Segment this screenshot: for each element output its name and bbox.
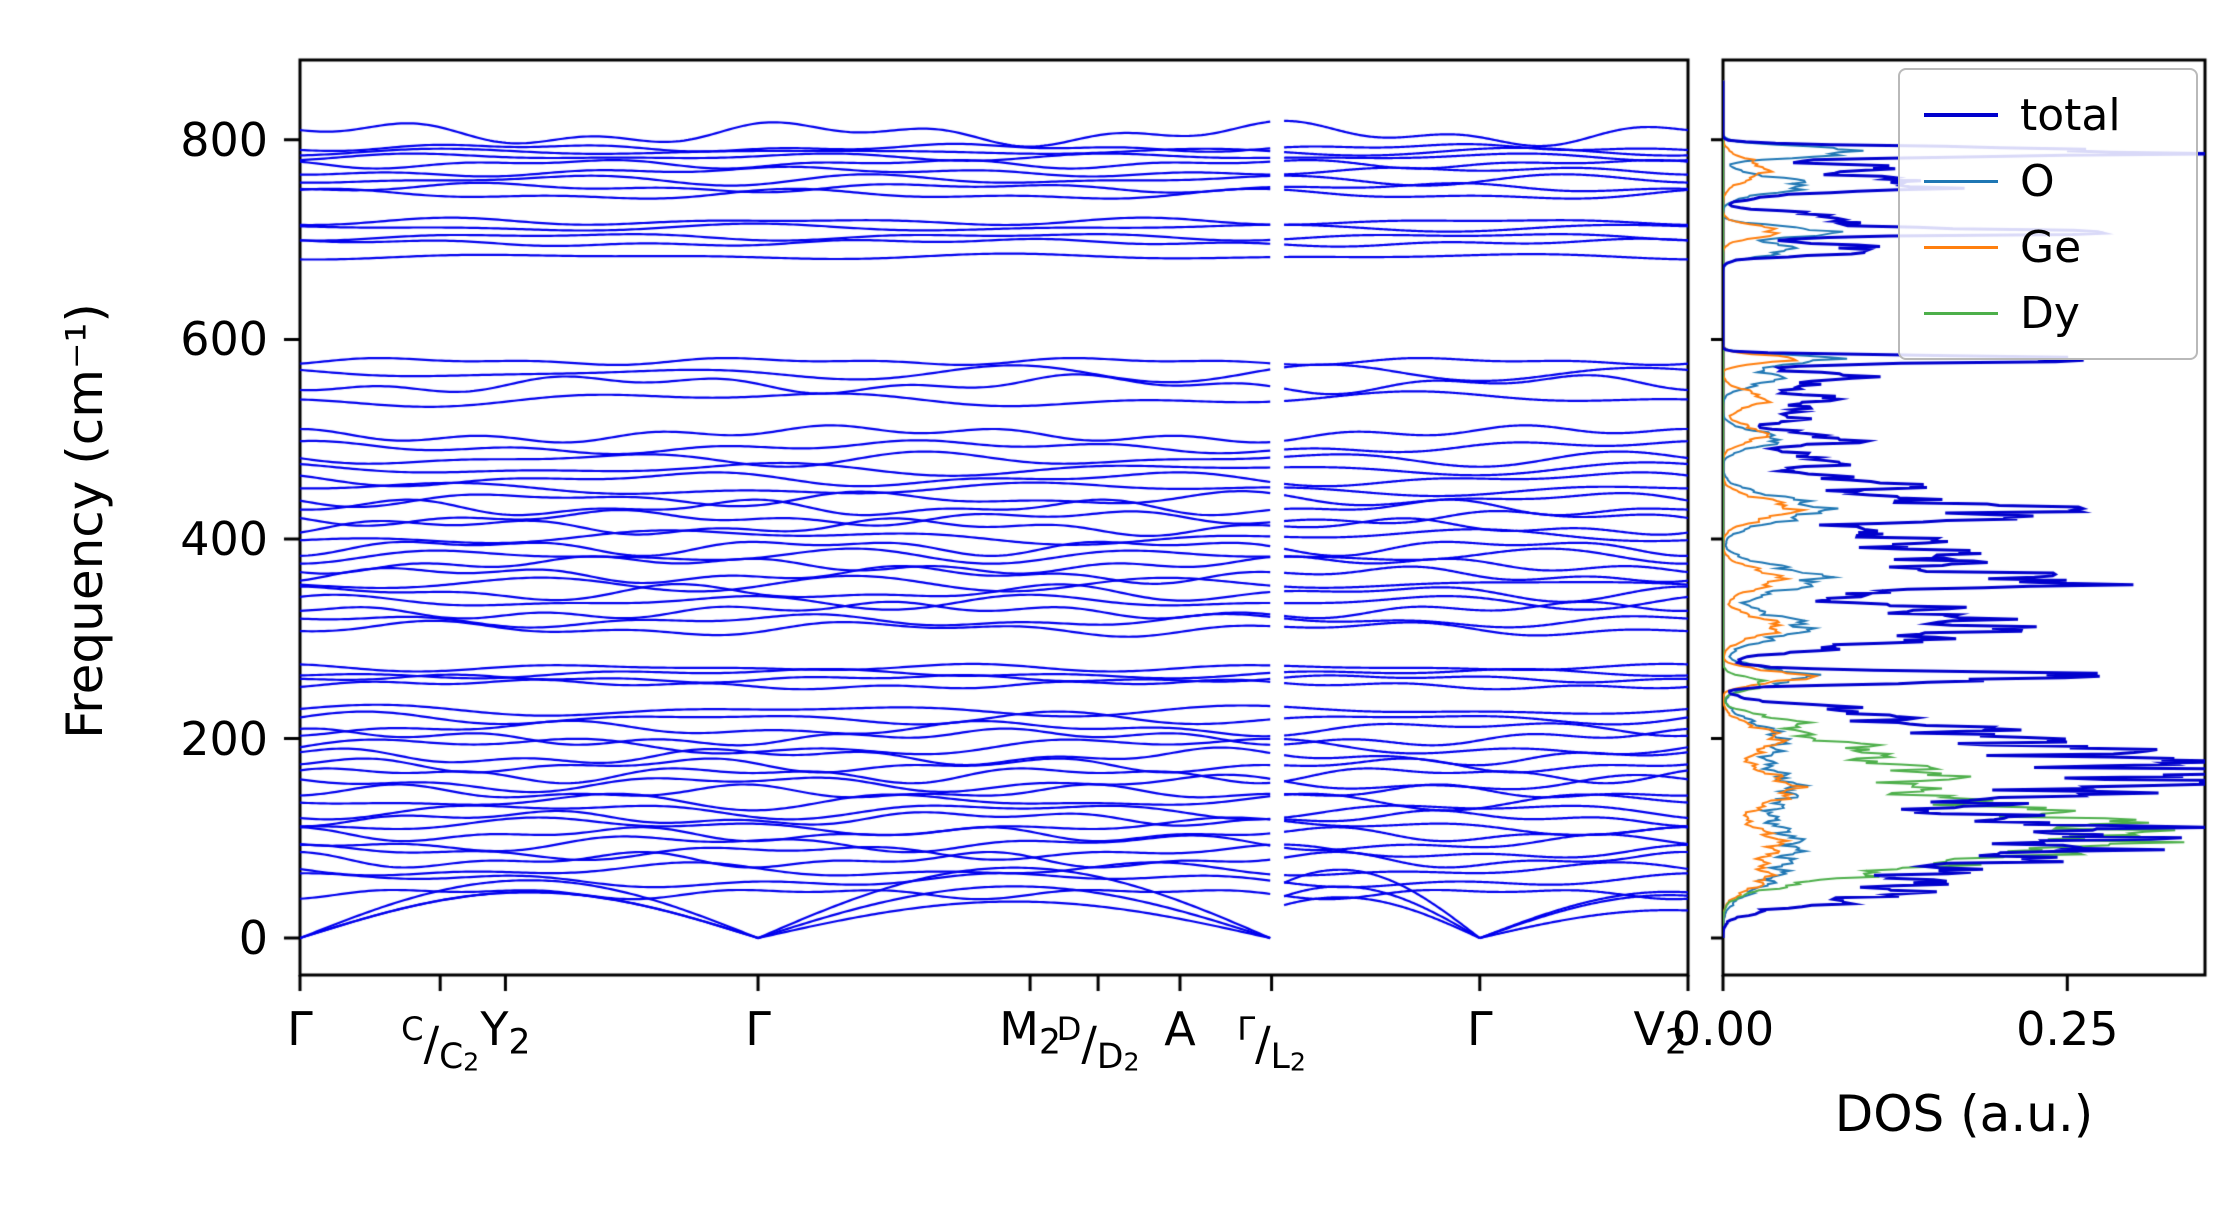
y-tick-label: 400 <box>180 511 268 566</box>
kpoint-label-part: Γ <box>1237 1010 1256 1048</box>
kpoint-label-part: 2 <box>1123 1047 1140 1077</box>
kpoint-label-part: 2 <box>1289 1047 1306 1077</box>
dos-legend: total O Ge Dy <box>1898 68 2198 360</box>
kpoint-label-part: V <box>1633 1002 1665 1056</box>
legend-entry-O: O <box>1924 152 2172 210</box>
kpoint-label: Γ <box>1360 1001 1600 1057</box>
y-tick-label: 600 <box>180 312 268 367</box>
kpoint-label: C/C2 <box>320 1001 560 1091</box>
kpoint-label-part: Γ <box>1466 1002 1493 1056</box>
legend-entry-total: total <box>1924 86 2172 144</box>
kpoint-label-part: L <box>1270 1036 1290 1077</box>
y-tick-label: 200 <box>180 711 268 766</box>
kpoint-label-part: Γ <box>745 1002 771 1056</box>
kpoint-label: M2 <box>910 1001 1150 1071</box>
kpoint-label-part: 2 <box>1664 1022 1687 1063</box>
y-tick-label: 800 <box>180 112 268 167</box>
kpoint-label-part: 2 <box>463 1047 480 1077</box>
kpoint-label: D/D2 <box>978 1001 1218 1091</box>
kpoint-label: Γ <box>638 1001 878 1057</box>
kpoint-label: Γ/L2 <box>1152 1001 1392 1091</box>
legend-entry-Ge: Ge <box>1924 218 2172 276</box>
kpoint-label-part: 2 <box>1038 1022 1061 1063</box>
kpoint-label-part: D <box>1056 1010 1082 1048</box>
legend-line-Dy <box>1924 311 1998 315</box>
kpoint-label-part: Γ <box>287 1002 313 1056</box>
kpoint-label-part: / <box>1081 1016 1097 1071</box>
kpoint-label: Γ <box>180 1001 420 1057</box>
legend-label-O: O <box>2020 155 2055 207</box>
kpoint-label-part: M <box>999 1002 1039 1056</box>
kpoint-label: V2 <box>1540 1001 1780 1071</box>
legend-line-Ge <box>1924 245 1998 249</box>
kpoint-label-part: C <box>439 1036 464 1077</box>
legend-line-O <box>1924 179 1998 183</box>
legend-label-Ge: Ge <box>2020 221 2082 273</box>
y-axis-label: Frequency (cm⁻¹) <box>56 303 114 739</box>
kpoint-label-part: Y <box>480 1002 509 1056</box>
kpoint-label-part: D <box>1096 1036 1124 1077</box>
dos-x-tick-label: 0.00 <box>1671 1002 1775 1056</box>
dos-x-axis-label: DOS (a.u.) <box>1834 1085 2094 1143</box>
kpoint-label: A <box>1060 1001 1300 1057</box>
legend-label-total: total <box>2020 89 2121 141</box>
legend-entry-Dy: Dy <box>1924 284 2172 342</box>
kpoint-label-part: 2 <box>508 1022 531 1063</box>
legend-label-Dy: Dy <box>2020 287 2080 339</box>
dos-x-tick-label: 0.25 <box>2016 1002 2119 1056</box>
y-tick-label: 0 <box>238 911 268 966</box>
kpoint-label: Y2 <box>385 1001 625 1071</box>
kpoint-label-part: / <box>423 1016 440 1071</box>
kpoint-label-part: A <box>1164 1002 1196 1056</box>
kpoint-label-part: / <box>1255 1016 1271 1071</box>
legend-line-total <box>1924 113 1998 117</box>
kpoint-label-part: C <box>401 1010 424 1048</box>
